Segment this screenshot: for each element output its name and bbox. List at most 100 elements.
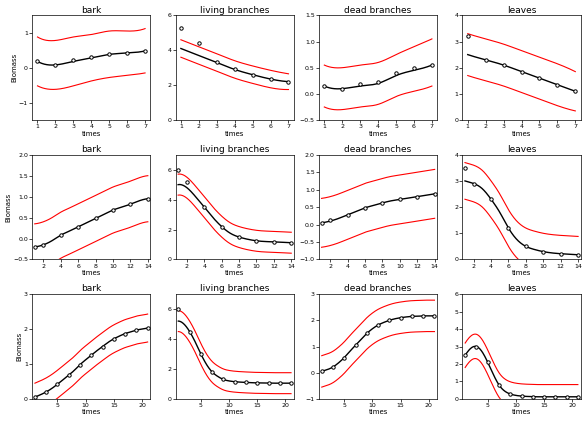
Point (320, 83, 329, 89)
X-axis label: times: times (512, 131, 531, 137)
Title: bark: bark (81, 145, 101, 154)
Point (483, 359, 492, 365)
Point (194, 40, 203, 47)
Point (98, 343, 107, 350)
Point (176, 24, 186, 31)
Point (252, 237, 261, 244)
Point (286, 380, 296, 386)
Point (427, 62, 437, 69)
Point (30, 243, 39, 250)
Point (506, 391, 515, 397)
Point (460, 352, 470, 359)
Point (235, 234, 244, 240)
Point (75, 361, 85, 368)
Point (539, 248, 548, 255)
Point (69, 57, 78, 64)
Title: bark: bark (81, 284, 101, 293)
Point (199, 204, 209, 210)
Point (230, 66, 239, 73)
Point (430, 312, 439, 319)
Point (317, 368, 326, 375)
Point (463, 33, 472, 40)
Point (430, 190, 439, 197)
Point (219, 376, 228, 383)
Y-axis label: Biomass: Biomass (16, 332, 22, 361)
Point (143, 195, 152, 202)
Point (481, 56, 490, 63)
X-axis label: times: times (369, 270, 388, 276)
Point (105, 51, 114, 58)
X-axis label: times: times (512, 270, 531, 276)
Point (407, 313, 417, 320)
Point (499, 62, 508, 69)
Point (395, 196, 405, 203)
X-axis label: times: times (225, 270, 245, 276)
Point (570, 88, 580, 95)
Title: leaves: leaves (507, 284, 536, 293)
Point (486, 196, 496, 203)
Point (86, 352, 96, 359)
Point (64, 372, 74, 378)
Point (108, 207, 118, 213)
Point (91, 215, 101, 222)
Point (460, 165, 470, 171)
Point (30, 394, 39, 400)
Point (173, 306, 183, 312)
Point (56, 232, 65, 239)
Point (362, 330, 372, 337)
Title: living branches: living branches (200, 145, 269, 154)
Point (185, 328, 194, 335)
Point (517, 68, 526, 75)
Point (534, 75, 544, 82)
Title: bark: bark (81, 5, 101, 15)
Point (539, 394, 549, 400)
Point (573, 251, 583, 258)
Point (217, 223, 226, 230)
Point (317, 219, 326, 226)
Point (373, 322, 383, 328)
Point (553, 81, 562, 88)
Point (556, 250, 566, 257)
Point (495, 381, 504, 388)
Point (562, 394, 572, 400)
Y-axis label: Biomass: Biomass (5, 192, 12, 222)
Point (143, 325, 152, 331)
X-axis label: times: times (82, 270, 101, 276)
Point (248, 71, 258, 78)
Point (340, 354, 349, 361)
Point (264, 380, 273, 386)
Point (377, 200, 387, 206)
Point (275, 380, 285, 386)
Point (396, 314, 405, 321)
Point (208, 369, 217, 376)
Point (212, 59, 222, 66)
Point (126, 201, 135, 208)
Point (109, 336, 119, 342)
Point (521, 243, 530, 250)
Point (360, 205, 370, 211)
Point (385, 317, 394, 324)
Point (573, 394, 583, 400)
Point (53, 381, 62, 388)
Point (173, 166, 183, 173)
Point (338, 85, 347, 92)
Point (550, 394, 560, 400)
Point (269, 238, 279, 245)
Point (409, 64, 419, 71)
Point (373, 79, 383, 86)
Point (392, 69, 401, 76)
Point (517, 393, 526, 400)
Point (356, 81, 365, 88)
Title: dead branches: dead branches (345, 284, 412, 293)
Point (132, 327, 141, 333)
X-axis label: times: times (369, 410, 388, 416)
Point (51, 61, 60, 68)
Point (286, 240, 296, 246)
Point (241, 379, 250, 386)
Point (284, 78, 293, 85)
Point (122, 50, 132, 56)
Point (39, 242, 48, 248)
Point (343, 211, 352, 218)
Point (266, 76, 275, 83)
Point (141, 48, 150, 54)
